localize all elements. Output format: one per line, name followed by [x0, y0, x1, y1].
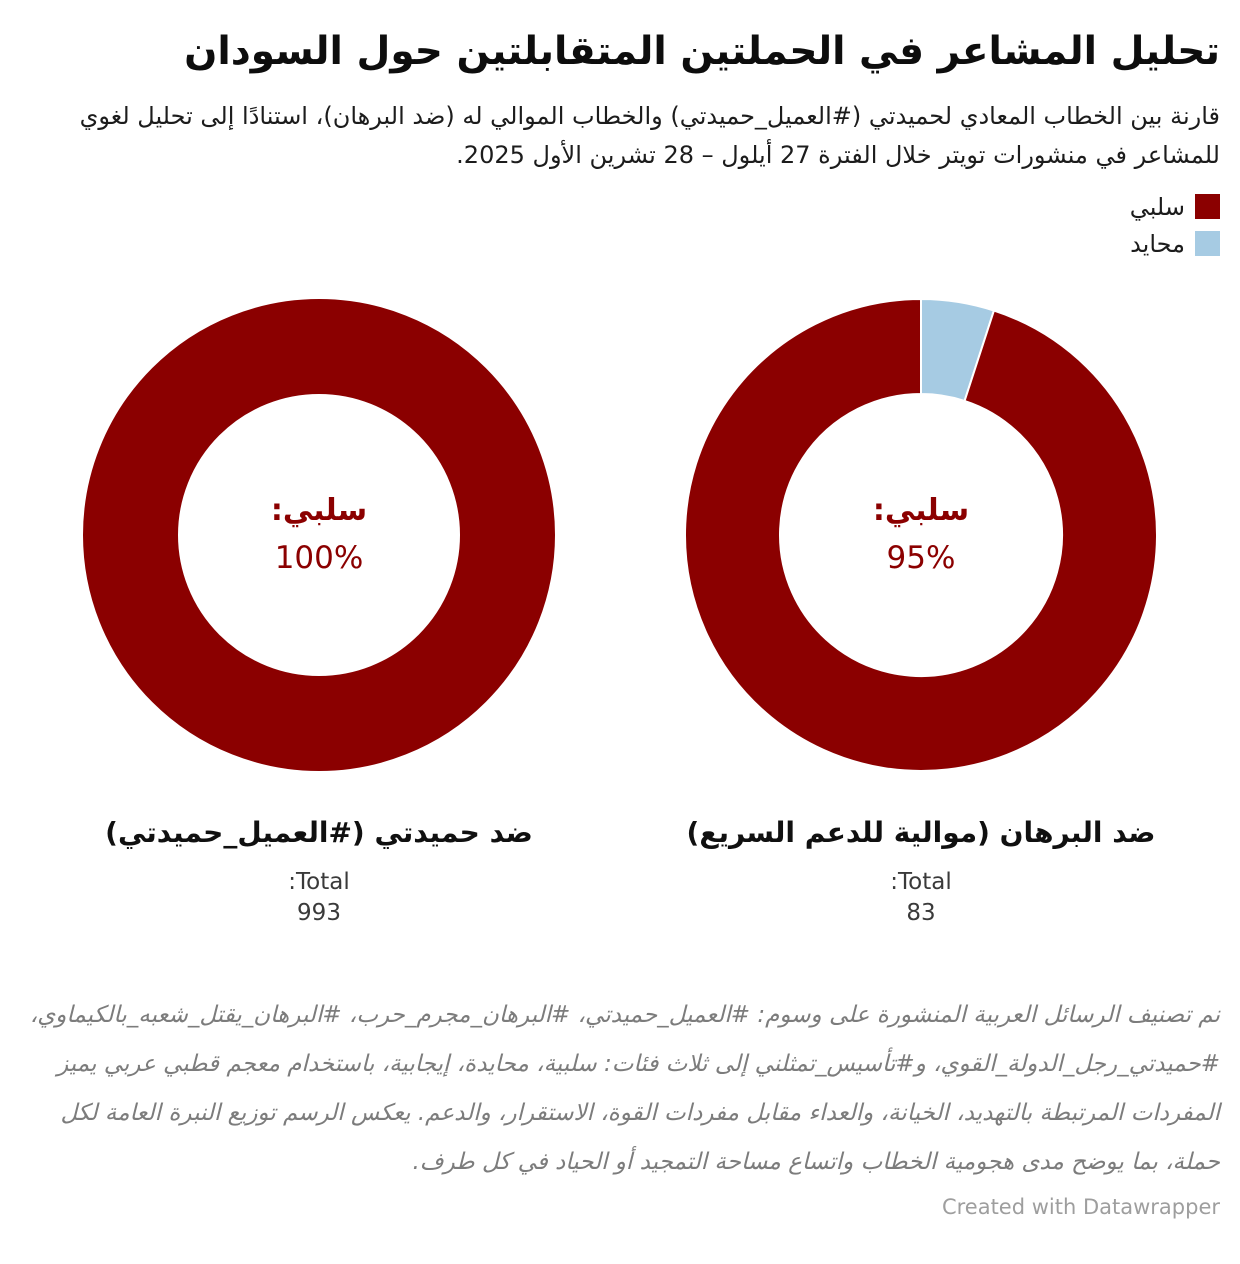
legend: سلبي محايد [20, 193, 1220, 258]
donut-wrap-burhan: سلبي: 95% [682, 296, 1160, 774]
total-label: Total: [288, 868, 350, 895]
datawrapper-credit: Created with Datawrapper [941, 1194, 1220, 1219]
donut-svg [684, 297, 1158, 772]
charts-row: سلبي: 100% ضد حميدتي (#العميل_حميدتي) To… [20, 296, 1220, 929]
legend-item-negative[interactable]: سلبي [1130, 193, 1220, 221]
pie-title-hemedti: ضد حميدتي (#العميل_حميدتي) [105, 815, 533, 849]
donut-chart-burhan: سلبي: 95% ضد البرهان (موالية للدعم السري… [622, 296, 1220, 929]
footnote: نم تصنيف الرسائل العربية المنشورة على وس… [29, 1001, 1220, 1175]
pie-total-hemedti: Total: 993 [288, 867, 349, 929]
legend-item-neutral[interactable]: محايد [1130, 230, 1220, 258]
donut-wrap-hemedti: سلبي: 100% [80, 296, 558, 774]
pie-total-burhan: Total: 83 [890, 867, 951, 929]
legend-label-neutral: محايد [1130, 229, 1185, 258]
header: تحليل المشاعر في الحملتين المتقابلتين حو… [20, 28, 1220, 175]
legend-swatch-neutral [1195, 231, 1220, 257]
legend-label-negative: سلبي [1129, 192, 1185, 221]
chart-subtitle: قارنة بين الخطاب المعادي لحميدتي (#العمي… [79, 101, 1220, 169]
total-value: 993 [297, 899, 341, 926]
donut-svg [83, 298, 555, 771]
pie-title-burhan: ضد البرهان (موالية للدعم السريع) [686, 815, 1156, 849]
donut-chart-hemedti: سلبي: 100% ضد حميدتي (#العميل_حميدتي) To… [20, 296, 618, 929]
chart-title: تحليل المشاعر في الحملتين المتقابلتين حو… [184, 29, 1220, 74]
pie-slice-negative[interactable] [83, 298, 555, 771]
total-label: Total: [890, 868, 952, 895]
total-value: 83 [906, 899, 936, 926]
legend-swatch-negative [1195, 194, 1220, 220]
pie-slice-negative[interactable] [684, 297, 1158, 772]
